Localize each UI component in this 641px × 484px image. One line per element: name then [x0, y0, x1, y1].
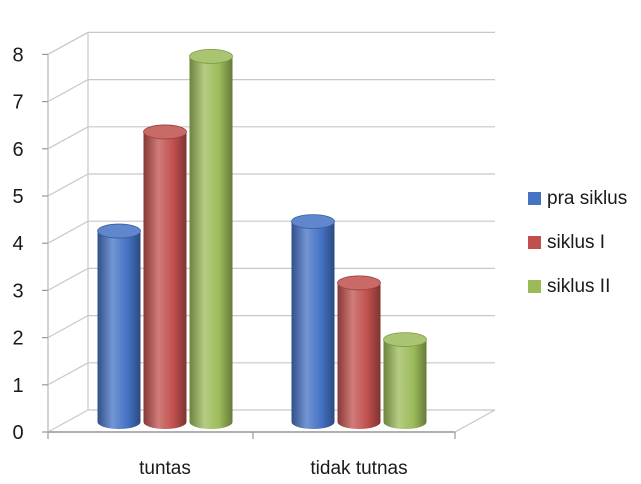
bar-body: [189, 56, 233, 430]
bar-top: [189, 49, 233, 64]
gridline: [47, 126, 495, 150]
y-tick-label: 5: [12, 186, 23, 208]
y-tick-label: 3: [12, 280, 23, 302]
bar-top: [97, 223, 141, 239]
x-category-label: tidak tutnas: [310, 458, 407, 479]
gridline: [47, 220, 495, 244]
x-axis-categories: tuntas tidak tutnas: [139, 458, 407, 479]
bar-pra-siklus-tuntas: [97, 223, 141, 430]
bar-siklus-ii-tuntas: [189, 49, 233, 430]
gridlines: [47, 31, 495, 386]
bar-siklus-ii-tidak-tutnas: [383, 332, 427, 430]
legend-item: pra siklus: [528, 188, 627, 209]
y-tick-label: 6: [12, 139, 23, 161]
gridline: [47, 31, 495, 55]
bar-body: [143, 131, 187, 430]
y-axis-ticks: 0 1 2 3 4 5 6 7 8: [12, 44, 48, 444]
legend-label: siklus I: [547, 232, 605, 253]
y-tick-label: 4: [12, 233, 23, 255]
bar-siklus-i-tidak-tutnas: [337, 275, 381, 429]
bar-top: [383, 332, 427, 348]
legend-label: pra siklus: [547, 188, 627, 209]
legend: pra siklus siklus I siklus II: [528, 188, 627, 297]
bar-top: [337, 275, 381, 291]
bar-pra-siklus-tidak-tutnas: [291, 214, 335, 430]
legend-swatch: [528, 236, 541, 249]
gridline: [47, 173, 495, 197]
bar-body: [383, 339, 427, 430]
gridline: [47, 267, 495, 291]
bar-body: [337, 282, 381, 429]
bar-body: [97, 231, 141, 430]
gridline: [47, 79, 495, 103]
bars: [97, 49, 427, 430]
y-tick-label: 0: [12, 422, 23, 444]
legend-item: siklus I: [528, 232, 605, 253]
legend-swatch: [528, 192, 541, 205]
bar-body: [291, 221, 335, 430]
y-tick-label: 1: [12, 375, 23, 397]
y-tick-label: 8: [12, 44, 23, 66]
legend-item: siklus II: [528, 276, 610, 297]
x-category-label: tuntas: [139, 458, 191, 479]
bar-top: [143, 124, 187, 140]
y-tick-label: 2: [12, 328, 23, 350]
y-tick-label: 7: [12, 92, 23, 114]
bar-siklus-i-tuntas: [143, 124, 187, 430]
bar-top: [291, 214, 335, 230]
legend-label: siklus II: [547, 276, 610, 297]
legend-swatch: [528, 280, 541, 293]
